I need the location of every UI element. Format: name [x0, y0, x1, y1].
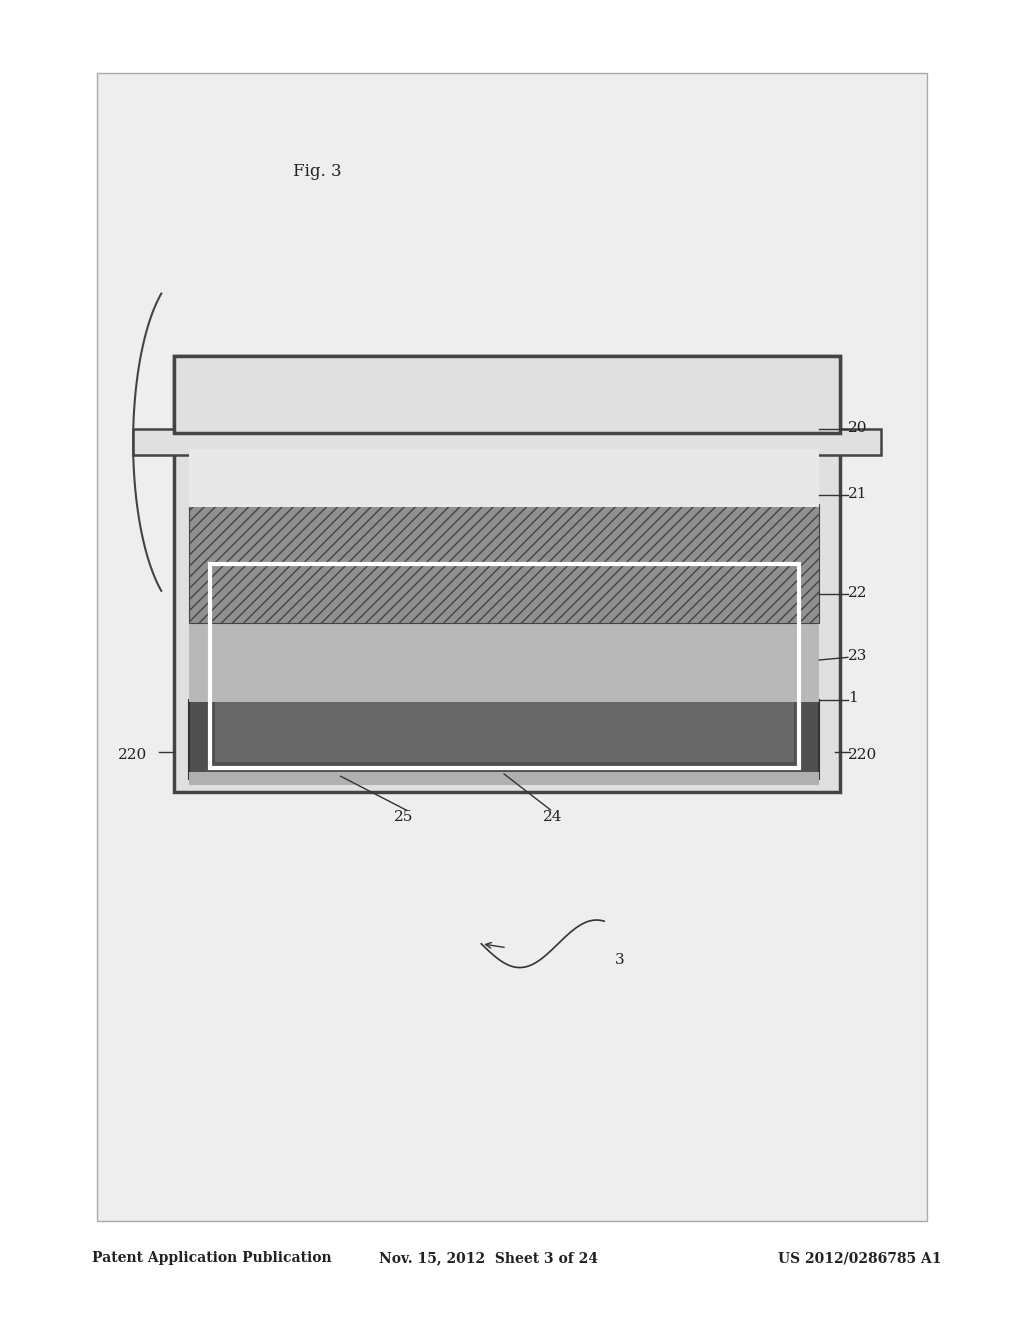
- Bar: [210, 564, 799, 768]
- Bar: [189, 772, 819, 785]
- Text: 20: 20: [848, 421, 867, 434]
- Bar: [174, 356, 840, 792]
- Text: 1: 1: [848, 692, 858, 705]
- FancyBboxPatch shape: [97, 73, 927, 1221]
- Text: Patent Application Publication: Patent Application Publication: [92, 1251, 332, 1266]
- Text: Nov. 15, 2012  Sheet 3 of 24: Nov. 15, 2012 Sheet 3 of 24: [379, 1251, 598, 1266]
- Text: 3: 3: [614, 953, 624, 966]
- Text: 22: 22: [848, 586, 867, 599]
- Text: 21: 21: [848, 487, 867, 500]
- Text: 24: 24: [543, 810, 562, 824]
- Text: 23: 23: [848, 649, 867, 663]
- Bar: [189, 449, 819, 507]
- Text: Fig. 3: Fig. 3: [293, 164, 342, 180]
- Text: 25: 25: [394, 810, 414, 824]
- Bar: [189, 700, 819, 779]
- Bar: [215, 702, 794, 762]
- Bar: [133, 429, 881, 455]
- Bar: [189, 504, 819, 623]
- Text: 220: 220: [848, 748, 878, 762]
- Bar: [174, 356, 840, 433]
- Bar: [189, 620, 819, 702]
- Text: 220: 220: [118, 748, 147, 762]
- Text: US 2012/0286785 A1: US 2012/0286785 A1: [778, 1251, 942, 1266]
